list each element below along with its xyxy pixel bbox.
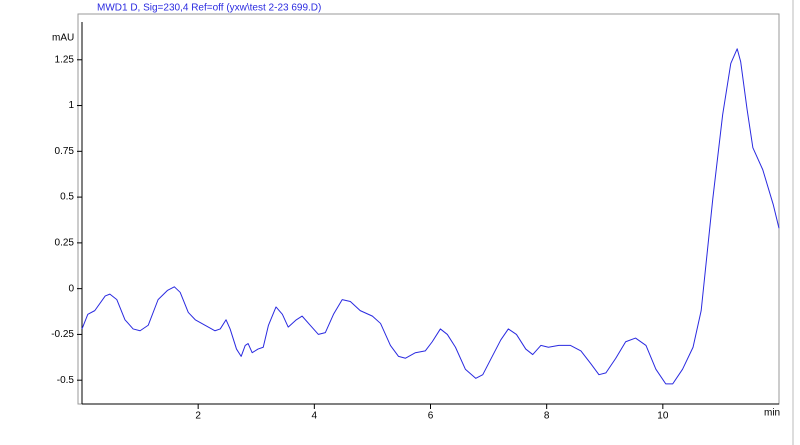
x-tick-label: 10 (657, 411, 669, 422)
y-tick-label: -0.25 (51, 329, 74, 340)
signal-line (81, 48, 780, 385)
y-tick-label: 0.25 (55, 238, 75, 249)
x-tick-label: 6 (428, 411, 434, 422)
y-tick-label: -0.5 (57, 375, 75, 386)
chart-title: MWD1 D, Sig=230,4 Ref=off (yxw\test 2-23… (97, 3, 321, 14)
plot-frame (77, 13, 780, 405)
y-tick-label: 0 (68, 283, 74, 294)
y-tick-label: 0.5 (60, 192, 74, 203)
y-tick-label: 1.25 (55, 54, 75, 65)
y-tick-label: 0.75 (55, 146, 75, 157)
x-axis-label: min (764, 408, 780, 419)
x-tick-label: 2 (195, 411, 201, 422)
y-axis-label: mAU (52, 33, 74, 44)
y-tick-label: 1 (68, 100, 74, 111)
x-tick-label: 8 (544, 411, 550, 422)
x-tick-label: 4 (312, 411, 318, 422)
